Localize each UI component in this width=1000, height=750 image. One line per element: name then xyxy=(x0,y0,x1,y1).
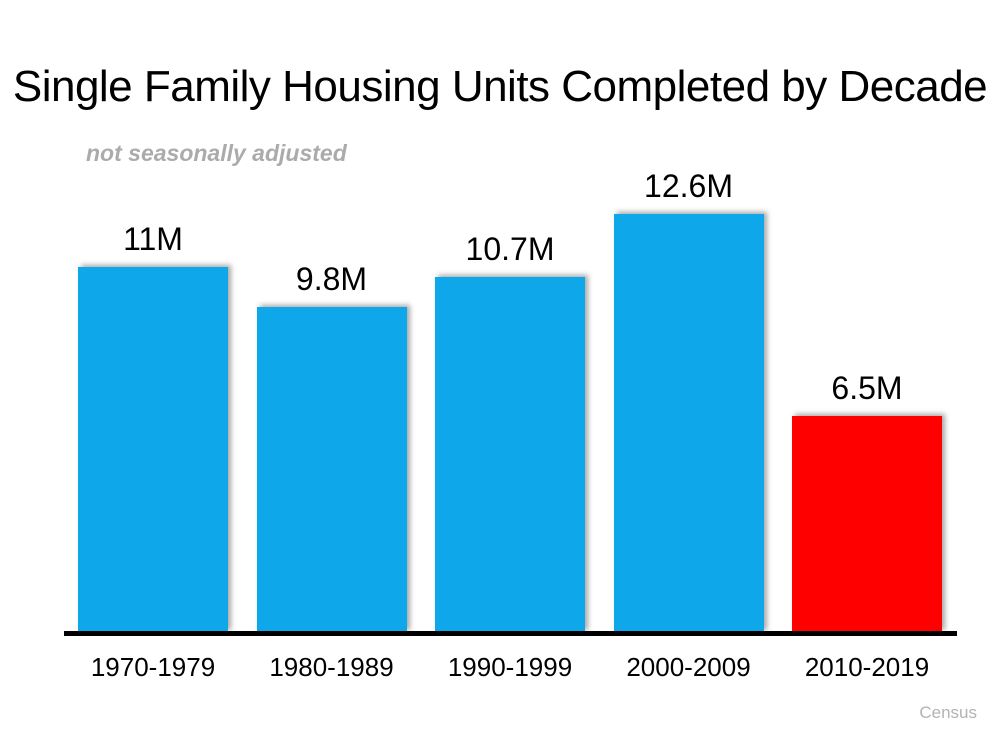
x-axis-line xyxy=(64,631,957,636)
bar-2000-2009 xyxy=(613,214,764,632)
x-tick-label-1970-1979: 1970-1979 xyxy=(90,652,216,682)
x-tick-label-2010-2019: 2010-2019 xyxy=(804,652,930,682)
x-tick-label-2000-2009: 2000-2009 xyxy=(626,652,751,682)
source-label: Census xyxy=(919,703,977,722)
value-label-2000-2009: 12.6M xyxy=(644,168,733,204)
bar-2010-2019 xyxy=(792,416,942,632)
bar-1970-1979 xyxy=(78,267,228,632)
chart-subtitle: not seasonally adjusted xyxy=(86,140,347,166)
x-tick-label-1980-1989: 1980-1989 xyxy=(269,652,394,682)
value-label-2010-2019: 6.5M xyxy=(831,370,903,406)
value-label-1980-1989: 9.8M xyxy=(295,261,368,297)
value-label-1970-1979: 11M xyxy=(123,221,183,257)
bar-1990-1999 xyxy=(435,277,585,632)
x-tick-label-1990-1999: 1990-1999 xyxy=(447,652,573,682)
chart-title: Single Family Housing Units Completed by… xyxy=(12,62,988,111)
bar-1980-1989 xyxy=(256,307,407,632)
value-label-1990-1999: 10.7M xyxy=(465,231,555,267)
